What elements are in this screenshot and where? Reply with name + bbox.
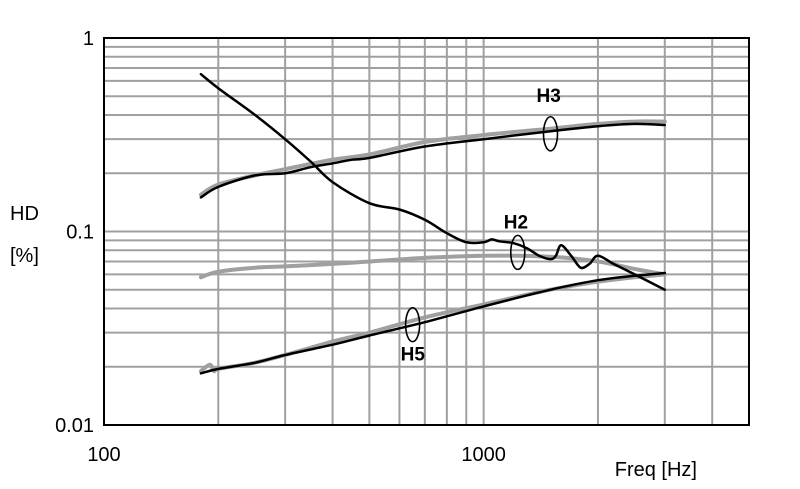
x-tick-label: 100 <box>87 444 120 466</box>
annotation-ellipse <box>404 306 421 343</box>
series-line-0 <box>198 119 667 197</box>
x-axis-label: Freq [Hz] <box>615 459 697 481</box>
annotation-label: H5 <box>401 345 426 366</box>
y-axis-label-line2: [%] <box>10 245 39 267</box>
y-axis-label-line1: HD <box>10 203 39 225</box>
series-line-2 <box>199 72 667 291</box>
plot-frame <box>103 37 750 426</box>
annotation-ellipse <box>542 115 559 152</box>
annotations-layer: H3 H2 H5 <box>401 86 561 366</box>
tick-labels: 100 1000 1 0.1 0.01 <box>55 28 506 466</box>
annotation-label: H3 <box>536 86 560 107</box>
series-line-5 <box>199 271 667 375</box>
series-line-1 <box>199 122 667 199</box>
y-tick-label: 0.1 <box>66 222 94 244</box>
annotation-ellipse <box>509 234 526 271</box>
annotation-label: H2 <box>504 212 528 233</box>
y-tick-label: 1 <box>83 28 94 50</box>
series-layer <box>198 72 667 375</box>
x-tick-label: 1000 <box>461 444 506 466</box>
y-tick-label: 0.01 <box>55 415 94 437</box>
series-line-3 <box>198 253 667 280</box>
series-line-4 <box>198 272 667 374</box>
grid-lines <box>104 38 749 425</box>
